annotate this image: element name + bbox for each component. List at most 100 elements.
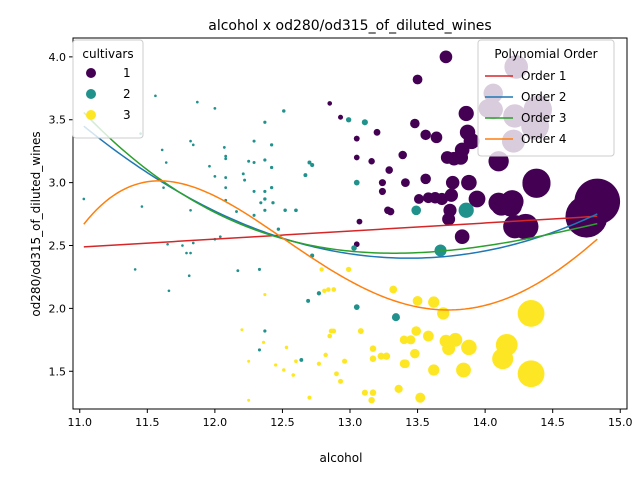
scatter-point-cultivar-3 [307, 395, 312, 400]
scatter-point-cultivar-1 [353, 154, 360, 161]
scatter-point-cultivar-3 [331, 287, 337, 292]
scatter-point-cultivar-3 [316, 361, 322, 366]
x-axis: 11.0 11.5 12.0 12.5 13.0 13.5 14.0 14.5 15.0 [68, 409, 633, 429]
scatter-point-cultivar-1 [410, 118, 420, 129]
scatter-point-cultivar-2 [259, 201, 263, 205]
scatter-point-cultivar-3 [319, 267, 324, 272]
scatter-point-cultivar-2 [263, 189, 267, 194]
scatter-point-cultivar-3 [394, 384, 403, 393]
scatter-point-cultivar-2 [189, 208, 192, 212]
scatter-point-cultivar-1 [461, 174, 477, 191]
scatter-point-cultivar-2 [263, 208, 267, 212]
scatter-point-cultivar-2 [307, 160, 312, 165]
legend-cultivars: cultivars 1 2 3 [72, 39, 144, 139]
scatter-point-cultivar-1 [420, 173, 431, 185]
scatter-point-cultivar-3 [422, 330, 434, 342]
scatter-point-cultivar-1 [398, 150, 407, 160]
scatter-point-cultivar-2 [160, 148, 164, 152]
x-tick-label: 13.0 [338, 416, 363, 429]
scatter-point-cultivar-2 [247, 159, 251, 163]
scatter-point-cultivar-2 [282, 109, 286, 113]
scatter-point-cultivar-2 [353, 179, 360, 186]
fit-curves-layer [83, 111, 598, 311]
scatter-point-cultivar-3 [401, 359, 410, 369]
scatter-point-cultivar-2 [252, 160, 256, 165]
legend-poly-label: Order 4 [521, 132, 567, 146]
scatter-point-cultivar-2 [299, 358, 304, 362]
scatter-point-cultivar-2 [166, 242, 169, 246]
scatter-point-cultivar-2 [241, 172, 245, 176]
scatter-point-cultivar-2 [269, 186, 274, 190]
x-tick-label: 11.5 [135, 416, 160, 429]
scatter-point-cultivar-1 [356, 218, 363, 225]
fit-curve-order-3 [83, 111, 598, 254]
scatter-point-cultivar-3 [361, 389, 368, 396]
scatter-point-cultivar-3 [461, 339, 477, 356]
scatter-point-cultivar-1 [522, 169, 551, 198]
scatter-point-cultivar-2 [154, 94, 157, 98]
scatter-point-cultivar-2 [391, 313, 400, 322]
scatter-point-cultivar-2 [213, 107, 217, 110]
scatter-point-cultivar-2 [345, 117, 352, 123]
scatter-point-cultivar-3 [326, 287, 331, 292]
scatter-point-cultivar-1 [445, 175, 460, 190]
x-tick-label: 11.0 [68, 416, 93, 429]
scatter-point-cultivar-1 [488, 192, 509, 213]
scatter-point-cultivar-3 [345, 266, 352, 273]
scatter-point-cultivar-3 [261, 340, 266, 344]
scatter-point-cultivar-1 [378, 187, 386, 195]
scatter-point-cultivar-3 [411, 326, 422, 336]
scatter-point-cultivar-3 [377, 352, 385, 360]
scatter-point-cultivar-2 [236, 269, 240, 273]
legend-poly-box [477, 39, 615, 157]
scatter-point-cultivar-2 [191, 143, 195, 147]
scatter-point-cultivar-2 [195, 100, 199, 104]
x-tick-label: 14.5 [540, 416, 565, 429]
scatter-point-cultivar-1 [373, 128, 381, 136]
legend-poly-label: Order 1 [521, 69, 567, 83]
scatter-point-cultivar-2 [269, 165, 274, 170]
scatter-point-cultivar-2 [243, 178, 247, 182]
y-tick-label: 4.0 [49, 51, 67, 64]
scatter-point-cultivar-2 [162, 186, 165, 189]
y-tick-label: 3.5 [49, 114, 67, 127]
scatter-point-cultivar-3 [369, 345, 377, 352]
scatter-point-cultivar-2 [263, 197, 267, 201]
scatter-point-cultivar-2 [208, 164, 211, 168]
x-tick-label: 12.5 [270, 416, 295, 429]
scatter-point-cultivar-3 [456, 362, 471, 378]
scatter-point-cultivar-3 [323, 352, 328, 358]
legend-cultivar-label: 2 [123, 87, 131, 101]
x-tick-label: 15.0 [608, 416, 633, 429]
scatter-point-cultivar-1 [435, 192, 448, 206]
scatter-point-cultivar-1 [420, 129, 431, 141]
scatter-point-cultivar-1 [368, 158, 375, 165]
scatter-point-cultivar-2 [133, 268, 137, 271]
scatter-point-cultivar-2 [306, 298, 311, 303]
scatter-point-cultivar-1 [422, 192, 434, 204]
scatter-point-cultivar-2 [263, 329, 267, 333]
scatter-point-cultivar-2 [458, 202, 474, 218]
legend-cultivar-marker [86, 89, 96, 99]
scatter-point-cultivar-1 [327, 101, 333, 106]
scatter-point-cultivar-1 [385, 166, 393, 174]
scatter-point-cultivar-1 [412, 74, 423, 85]
legend-cultivar-label: 1 [123, 66, 131, 80]
scatter-point-cultivar-3 [428, 296, 440, 308]
scatter-point-cultivar-1 [430, 131, 443, 144]
scatter-point-cultivar-2 [263, 120, 267, 124]
scatter-point-cultivar-1 [503, 214, 527, 239]
scatter-point-cultivar-2 [187, 274, 191, 278]
scatter-point-cultivar-1 [439, 50, 453, 64]
scatter-point-cultivar-1 [454, 229, 470, 245]
scatter-point-cultivar-2 [303, 173, 308, 178]
scatter-point-cultivar-2 [224, 176, 228, 180]
y-axis: 1.5 2.0 2.5 3.0 3.5 4.0 [49, 51, 73, 378]
scatter-point-cultivar-2 [224, 186, 228, 190]
scatter-point-cultivar-2 [213, 174, 217, 178]
scatter-point-cultivar-2 [140, 205, 144, 208]
scatter-point-cultivar-2 [361, 119, 368, 126]
scatter-point-cultivar-2 [224, 154, 228, 158]
legend-cultivar-marker [86, 110, 96, 120]
